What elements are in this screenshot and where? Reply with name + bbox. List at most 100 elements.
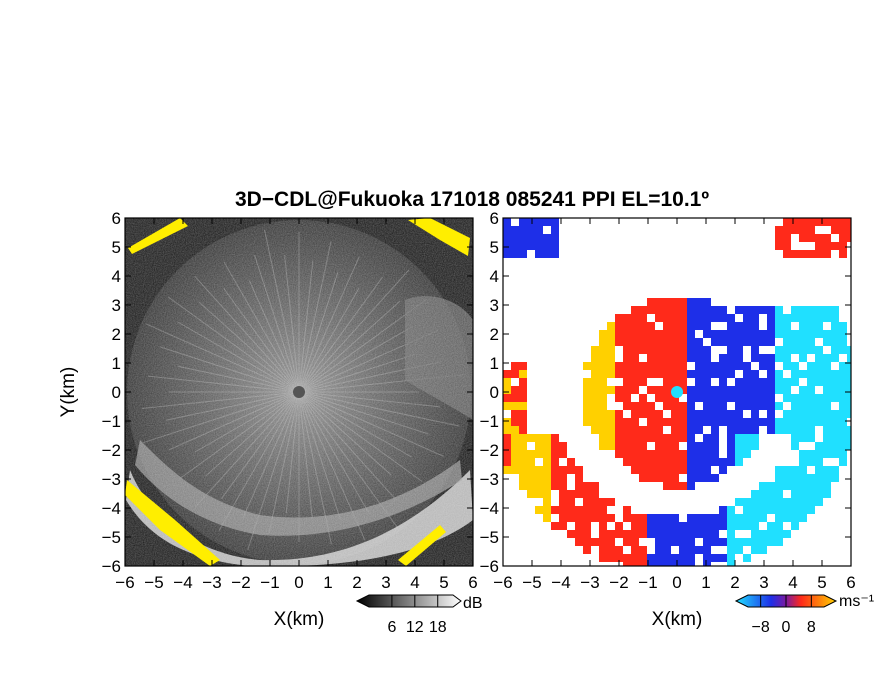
velocity-cell bbox=[663, 346, 671, 354]
velocity-cell bbox=[639, 314, 647, 322]
velocity-cell bbox=[535, 234, 543, 242]
velocity-cell bbox=[663, 442, 671, 450]
velocity-cell bbox=[703, 450, 711, 458]
velocity-cell bbox=[607, 498, 615, 506]
velocity-cell bbox=[831, 474, 839, 482]
velocity-cell bbox=[535, 482, 543, 490]
velocity-cell bbox=[639, 474, 647, 482]
velocity-cell bbox=[743, 314, 751, 322]
velocity-cell bbox=[511, 234, 519, 242]
velocity-cell bbox=[607, 346, 615, 354]
velocity-cell bbox=[799, 226, 807, 234]
velocity-cell bbox=[783, 394, 791, 402]
velocity-cell bbox=[695, 474, 703, 482]
velocity-cell bbox=[735, 394, 743, 402]
velocity-cell bbox=[735, 434, 743, 442]
velocity-cell bbox=[751, 506, 759, 514]
velocity-cell bbox=[719, 314, 727, 322]
velocity-cell bbox=[767, 394, 775, 402]
velocity-cell bbox=[759, 546, 767, 554]
velocity-cell bbox=[743, 378, 751, 386]
left-y-axis: −6 −5 −4 −3 −2 −1 0 1 2 3 4 5 6 bbox=[102, 209, 473, 576]
velocity-cell bbox=[815, 346, 823, 354]
velocity-cell bbox=[767, 538, 775, 546]
velocity-cell bbox=[671, 362, 679, 370]
x-tick-label: 2 bbox=[730, 573, 739, 592]
right-y-tick-label: 5 bbox=[490, 238, 499, 257]
velocity-cell bbox=[839, 330, 847, 338]
velocity-cell bbox=[743, 402, 751, 410]
velocity-cell bbox=[599, 522, 607, 530]
velocity-cell bbox=[647, 458, 655, 466]
velocity-cell bbox=[711, 306, 719, 314]
velocity-cell bbox=[591, 482, 599, 490]
velocity-cell bbox=[839, 242, 847, 250]
velocity-cell bbox=[583, 530, 591, 538]
velocity-cell bbox=[631, 554, 639, 562]
colorbar-tick-label: 18 bbox=[429, 619, 447, 636]
velocity-cell bbox=[583, 498, 591, 506]
velocity-cell bbox=[671, 378, 679, 386]
velocity-cell bbox=[815, 498, 823, 506]
velocity-cell bbox=[615, 362, 623, 370]
velocity-cell bbox=[687, 562, 695, 566]
velocity-cell bbox=[663, 450, 671, 458]
velocity-cell bbox=[823, 394, 831, 402]
velocity-cell bbox=[647, 306, 655, 314]
velocity-cell bbox=[631, 370, 639, 378]
velocity-cell bbox=[503, 250, 511, 258]
velocity-cell bbox=[655, 466, 663, 474]
velocity-cell bbox=[607, 370, 615, 378]
velocity-cell bbox=[783, 234, 791, 242]
velocity-cell bbox=[679, 330, 687, 338]
velocity-cell bbox=[823, 426, 831, 434]
velocity-cell bbox=[711, 538, 719, 546]
velocity-cell bbox=[599, 554, 607, 562]
velocity-cell bbox=[823, 354, 831, 362]
velocity-cell bbox=[815, 234, 823, 242]
velocity-cell bbox=[743, 306, 751, 314]
velocity-cell bbox=[543, 514, 551, 522]
velocity-cell bbox=[735, 410, 743, 418]
velocity-cell bbox=[695, 522, 703, 530]
velocity-cell bbox=[807, 218, 815, 226]
velocity-cell bbox=[543, 450, 551, 458]
left-panel: −6 −5 −4 −3 −2 −1 0 1 2 3 4 5 6 −6−5−4−3−2−10123456 … bbox=[58, 209, 478, 630]
velocity-cell bbox=[783, 354, 791, 362]
velocity-cell bbox=[847, 394, 851, 402]
velocity-cell bbox=[623, 554, 631, 562]
velocity-cell bbox=[687, 474, 695, 482]
velocity-cell bbox=[679, 562, 687, 566]
velocity-cell bbox=[703, 330, 711, 338]
velocity-cell bbox=[767, 490, 775, 498]
velocity-cell bbox=[775, 314, 783, 322]
velocity-cell bbox=[647, 386, 655, 394]
velocity-cell bbox=[519, 482, 527, 490]
velocity-cell bbox=[743, 522, 751, 530]
velocity-cell bbox=[623, 378, 631, 386]
velocity-cell bbox=[799, 490, 807, 498]
velocity-cell bbox=[583, 394, 591, 402]
velocity-cell bbox=[743, 554, 751, 562]
velocity-cell bbox=[791, 314, 799, 322]
velocity-cell bbox=[607, 338, 615, 346]
velocity-cell bbox=[847, 226, 851, 234]
velocity-cell bbox=[719, 554, 727, 562]
velocity-cell bbox=[783, 250, 791, 258]
velocity-cell bbox=[575, 514, 583, 522]
velocity-cell bbox=[519, 418, 527, 426]
x-tick-label: 0 bbox=[672, 573, 681, 592]
velocity-cell bbox=[847, 234, 851, 242]
velocity-cell bbox=[543, 242, 551, 250]
velocity-cell bbox=[807, 450, 815, 458]
velocity-cell bbox=[703, 362, 711, 370]
velocity-cell bbox=[815, 482, 823, 490]
velocity-cell bbox=[591, 506, 599, 514]
right-y-tick-label: 1 bbox=[490, 354, 499, 373]
velocity-cell bbox=[631, 338, 639, 346]
velocity-cell bbox=[839, 402, 847, 410]
velocity-cell bbox=[511, 370, 519, 378]
velocity-cell bbox=[719, 418, 727, 426]
velocity-cell bbox=[719, 354, 727, 362]
velocity-cell bbox=[631, 538, 639, 546]
